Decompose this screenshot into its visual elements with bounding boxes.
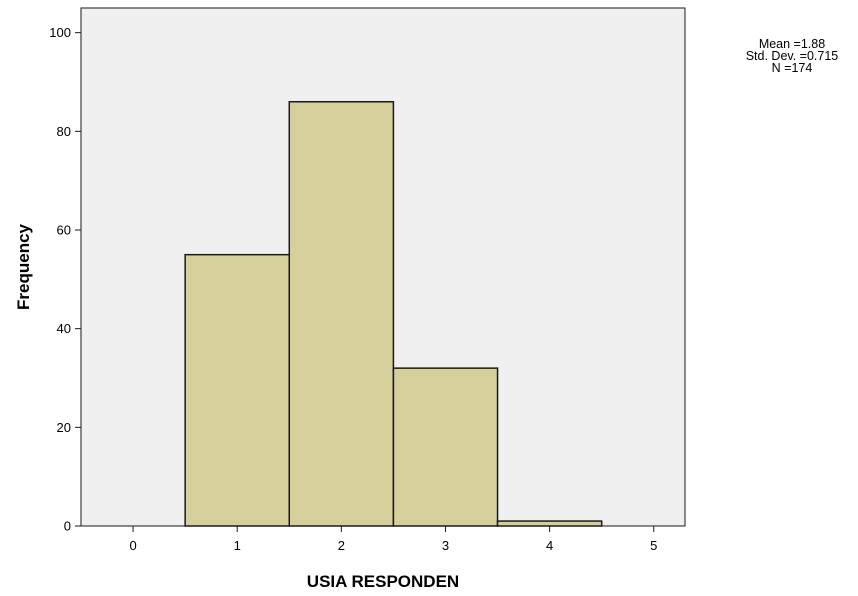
- y-tick-label: 60: [57, 223, 71, 238]
- histogram-bar-1: [184, 253, 291, 527]
- histogram-bar-4: [496, 520, 603, 527]
- stat-std-dev: Std. Dev. =0.715: [745, 49, 839, 63]
- y-axis-title: Frequency: [14, 223, 33, 310]
- stat-n: N =174: [771, 61, 813, 75]
- y-tick-label: 80: [57, 124, 71, 139]
- y-tick-label: 20: [57, 420, 71, 435]
- histogram-bar-2: [288, 100, 395, 527]
- x-axis-title: USIA RESPONDEN: [307, 572, 459, 591]
- histogram-bar-3: [392, 367, 499, 527]
- x-tick-label: 5: [650, 538, 657, 553]
- y-tick-label: 40: [57, 321, 71, 336]
- x-tick-label: 0: [129, 538, 136, 553]
- y-tick-label: 100: [49, 25, 71, 40]
- y-axis: 0 20 40 60 80 100: [49, 25, 81, 534]
- x-tick-label: 3: [442, 538, 449, 553]
- x-tick-label: 2: [338, 538, 345, 553]
- bars-group: [184, 100, 603, 527]
- x-tick-label: 4: [546, 538, 553, 553]
- statistics-box: Mean =1.88 Std. Dev. =0.715 N =174: [722, 37, 858, 75]
- x-tick-label: 1: [234, 538, 241, 553]
- x-axis: 0 1 2 3 4 5: [129, 526, 657, 553]
- stat-mean: Mean =1.88: [758, 37, 826, 51]
- y-tick-label: 0: [64, 519, 71, 534]
